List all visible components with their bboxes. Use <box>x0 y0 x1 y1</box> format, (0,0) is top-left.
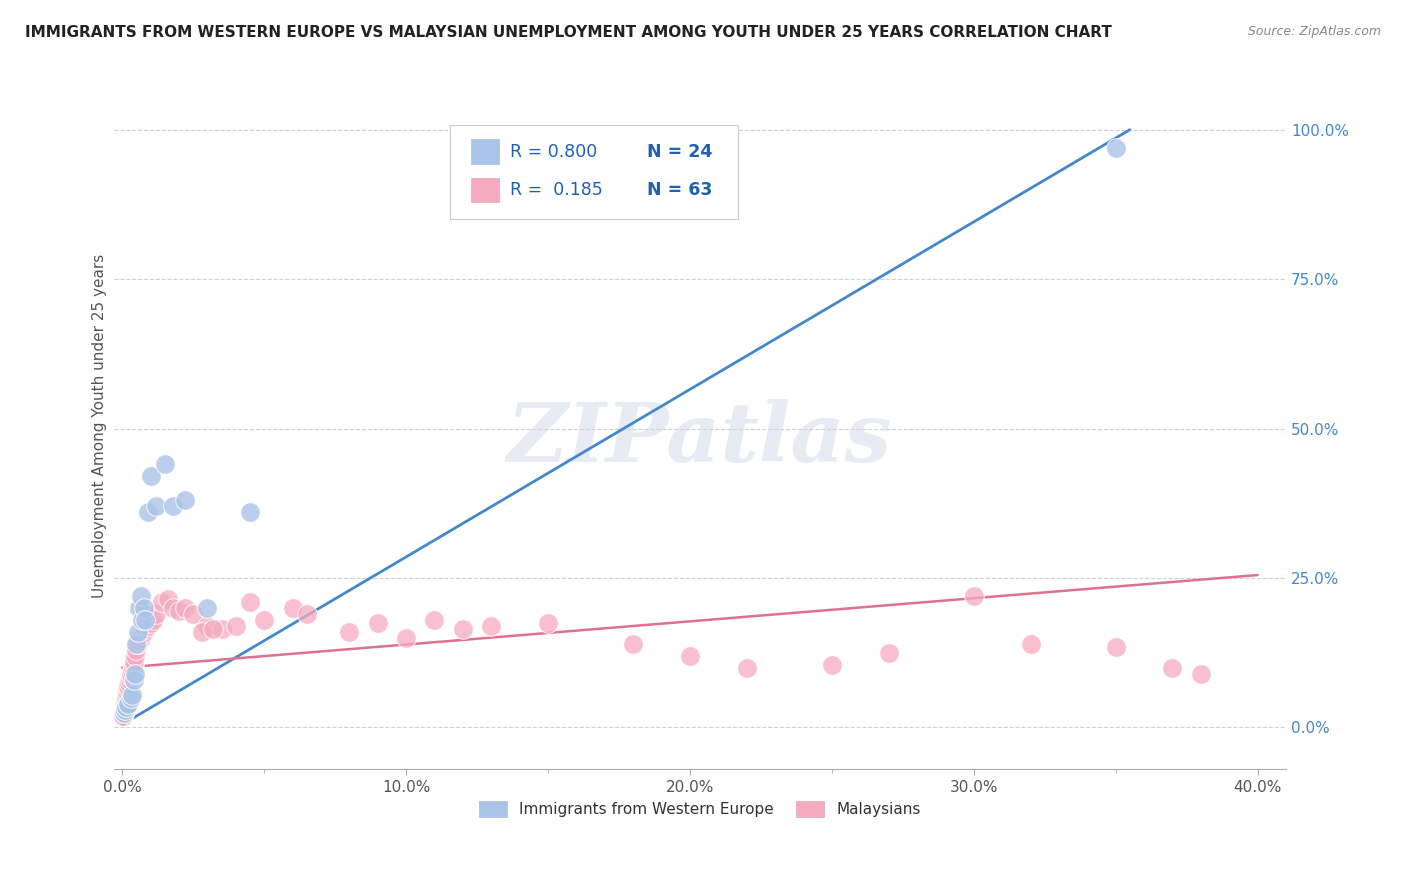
Point <box>136 505 159 519</box>
Point <box>125 642 148 657</box>
Point <box>139 615 162 630</box>
Point <box>225 619 247 633</box>
Point <box>132 601 155 615</box>
Point <box>1019 637 1042 651</box>
Point <box>195 619 218 633</box>
Point <box>735 661 758 675</box>
Point <box>124 648 146 663</box>
Point <box>117 679 139 693</box>
Point <box>202 622 225 636</box>
Point <box>131 628 153 642</box>
Point <box>127 637 149 651</box>
Point <box>128 601 150 615</box>
Point <box>395 631 418 645</box>
Point <box>239 595 262 609</box>
Point <box>115 699 138 714</box>
Point <box>162 601 184 615</box>
Text: IMMIGRANTS FROM WESTERN EUROPE VS MALAYSIAN UNEMPLOYMENT AMONG YOUTH UNDER 25 YE: IMMIGRANTS FROM WESTERN EUROPE VS MALAYS… <box>25 25 1112 40</box>
Point <box>142 613 165 627</box>
Point <box>122 661 145 675</box>
Point <box>239 505 262 519</box>
Point <box>134 622 156 636</box>
Point <box>127 624 149 639</box>
Point <box>125 637 148 651</box>
Point <box>136 619 159 633</box>
Point <box>115 688 138 702</box>
Point <box>253 613 276 627</box>
Point <box>122 655 145 669</box>
Point <box>537 615 560 630</box>
Point <box>1104 640 1126 654</box>
Point <box>112 702 135 716</box>
Text: R = 0.800: R = 0.800 <box>510 143 598 161</box>
Point <box>145 607 167 621</box>
Point <box>173 601 195 615</box>
Point <box>122 657 145 672</box>
Point <box>181 607 204 621</box>
Point <box>132 624 155 639</box>
Point <box>131 613 153 627</box>
Point <box>963 589 986 603</box>
Text: N = 63: N = 63 <box>647 181 711 199</box>
Point <box>145 500 167 514</box>
Y-axis label: Unemployment Among Youth under 25 years: Unemployment Among Youth under 25 years <box>93 253 107 598</box>
Point <box>124 666 146 681</box>
Point <box>479 619 502 633</box>
Point <box>821 657 844 672</box>
Text: R =  0.185: R = 0.185 <box>510 181 603 199</box>
Point <box>167 604 190 618</box>
Point <box>117 684 139 698</box>
Point <box>115 690 138 705</box>
Point <box>128 633 150 648</box>
Point <box>877 646 900 660</box>
Point <box>112 708 135 723</box>
Point <box>129 589 152 603</box>
Point <box>156 591 179 606</box>
Legend: Immigrants from Western Europe, Malaysians: Immigrants from Western Europe, Malaysia… <box>472 796 927 823</box>
Point <box>295 607 318 621</box>
Point <box>134 613 156 627</box>
Point <box>173 493 195 508</box>
Point <box>129 631 152 645</box>
Point <box>190 624 212 639</box>
Point <box>1161 661 1184 675</box>
Point <box>150 595 173 609</box>
Point <box>1104 141 1126 155</box>
Text: Source: ZipAtlas.com: Source: ZipAtlas.com <box>1247 25 1381 38</box>
Point <box>121 688 143 702</box>
Point <box>1189 666 1212 681</box>
Point <box>122 673 145 687</box>
Point <box>153 458 176 472</box>
Point <box>114 699 136 714</box>
Point <box>423 613 446 627</box>
Point <box>367 615 389 630</box>
Point <box>117 697 139 711</box>
Text: N = 24: N = 24 <box>647 143 711 161</box>
Point <box>112 706 135 720</box>
Point <box>120 670 142 684</box>
Point <box>679 648 702 663</box>
Point <box>114 693 136 707</box>
Point <box>139 469 162 483</box>
Point <box>451 622 474 636</box>
Point <box>195 601 218 615</box>
Point <box>114 702 136 716</box>
Point <box>281 601 304 615</box>
Point <box>117 681 139 696</box>
Point <box>211 622 233 636</box>
Point <box>621 637 644 651</box>
Text: ZIPatlas: ZIPatlas <box>508 400 893 479</box>
Point <box>120 673 142 687</box>
Point <box>114 697 136 711</box>
Point <box>120 666 142 681</box>
Point <box>120 690 142 705</box>
Point <box>118 675 141 690</box>
Point <box>337 624 360 639</box>
Point <box>162 500 184 514</box>
Point <box>112 706 135 720</box>
Point <box>121 664 143 678</box>
